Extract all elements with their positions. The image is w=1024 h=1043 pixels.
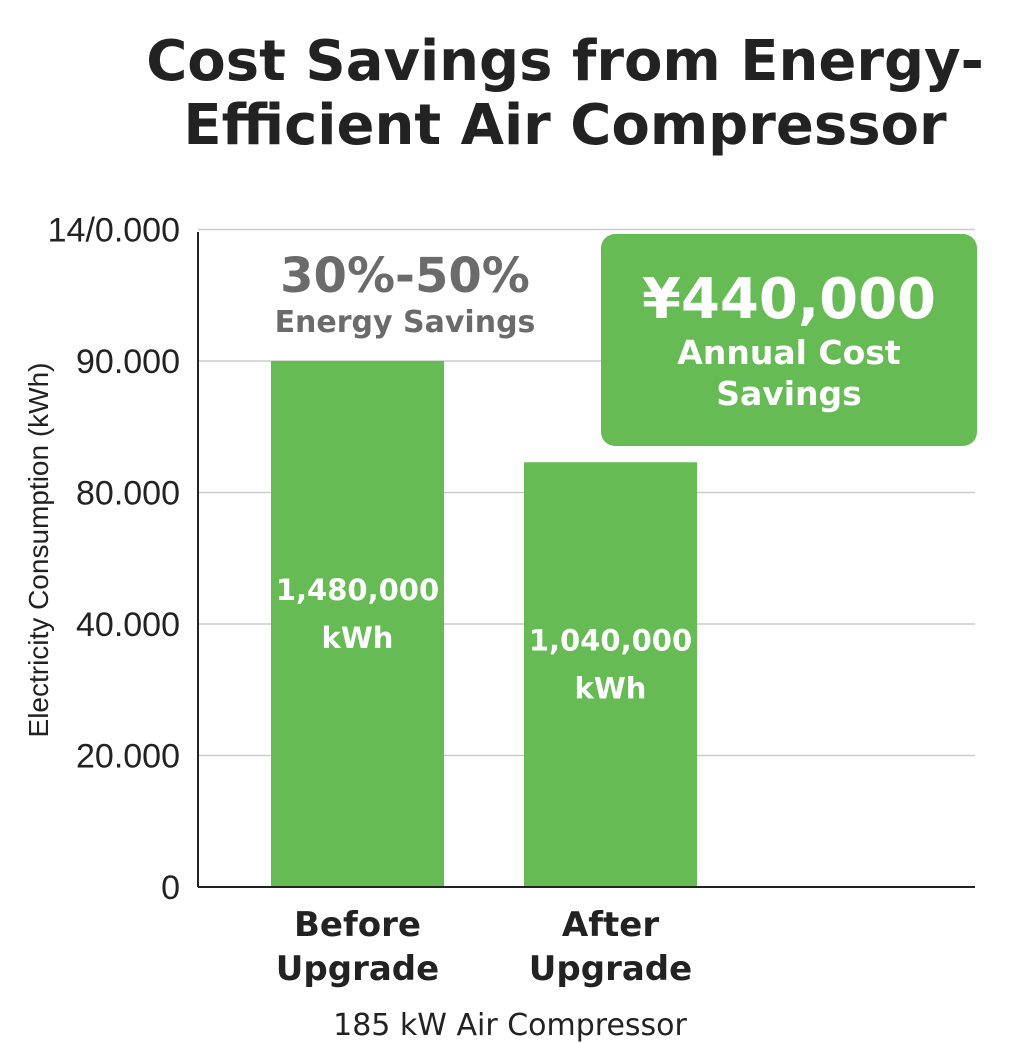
bar-before-upgrade (271, 361, 444, 887)
y-tick-label: 14/0.000 (48, 212, 180, 250)
x-category-label: After (562, 905, 659, 945)
cost-savings-caption: Annual Cost Savings (677, 333, 901, 413)
cost-savings-amount: ¥440,000 (641, 267, 937, 332)
x-category-label: Upgrade (529, 949, 692, 989)
energy-savings-annotation: 30%-50% Energy Savings (260, 248, 550, 342)
bar-data-label: 1,480,000 (276, 573, 439, 607)
y-tick-label: 90.000 (76, 343, 180, 381)
bars (271, 361, 697, 887)
bar-data-label: kWh (322, 621, 394, 655)
y-tick-label: 20.000 (76, 738, 180, 776)
chart-title: Cost Savings from Energy-Efficient Air C… (146, 29, 984, 158)
x-axis-label: 185 kW Air Compressor (333, 1008, 687, 1043)
y-tick-label: 80.000 (76, 475, 180, 513)
bar-data-label: kWh (575, 672, 647, 706)
x-category-label: Upgrade (276, 949, 439, 989)
bar-after-upgrade (524, 462, 697, 887)
data-labels: 1,480,000 kWh 1,040,000 kWh (276, 573, 692, 706)
energy-savings-caption: Energy Savings (274, 305, 536, 340)
x-category-label: Before (294, 905, 421, 945)
energy-savings-percent: 30%-50% (280, 248, 530, 304)
axes (197, 232, 975, 888)
bar-data-label: 1,040,000 (529, 624, 692, 658)
cost-savings-box: ¥440,000 Annual Cost Savings (601, 234, 977, 446)
y-tick-labels: 0 20.000 40.000 80.000 90.000 14/0.000 (48, 212, 180, 908)
y-tick-label: 0 (161, 869, 180, 907)
y-axis-label: Electricity Consumption (kWh) (23, 363, 54, 738)
y-tick-label: 40.000 (76, 606, 180, 644)
